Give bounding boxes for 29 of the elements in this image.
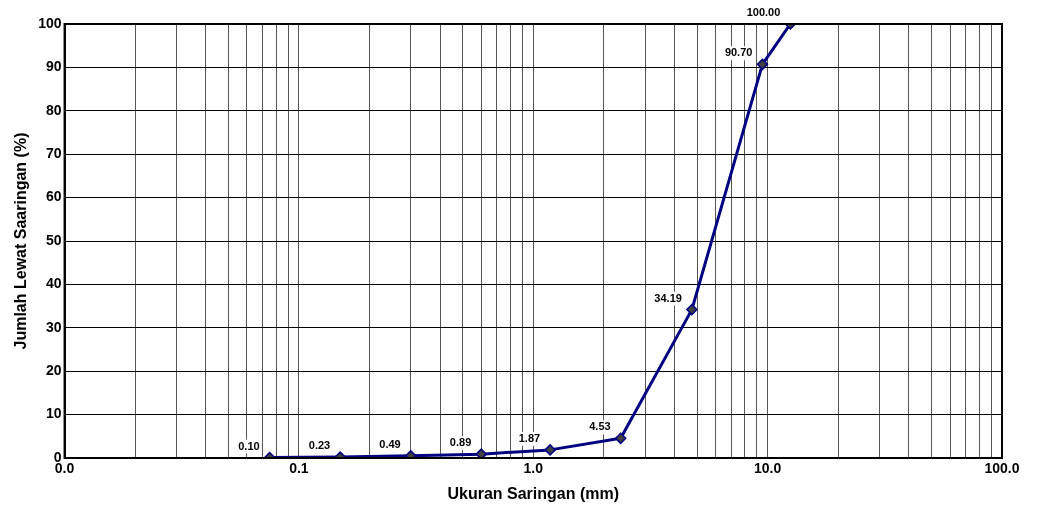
y-axis-title: Jumlah Lewat Saaringan (%) xyxy=(12,132,30,350)
data-label: 90.70 xyxy=(724,46,753,59)
point xyxy=(614,432,627,445)
point xyxy=(544,444,556,456)
y-tick-label: 50 xyxy=(45,231,62,248)
data-label: 0.23 xyxy=(308,439,331,452)
y-tick-label: 60 xyxy=(45,188,62,205)
x-axis-title: Ukuran Saringan (mm) xyxy=(447,484,620,502)
point xyxy=(475,448,488,458)
data-label: 0.49 xyxy=(379,437,401,450)
y-tick-label: 20 xyxy=(45,362,62,379)
y-tick-label: 30 xyxy=(45,318,62,335)
data-label: 34.19 xyxy=(654,291,682,304)
y-tick-label: 70 xyxy=(45,145,62,162)
y-tick-label: 90 xyxy=(45,58,62,75)
point xyxy=(686,303,698,316)
data-label: 4.53 xyxy=(589,420,611,433)
data-label: 100.00 xyxy=(746,6,781,19)
x-tick-label: 10.0 xyxy=(754,460,782,477)
data-label: 0.89 xyxy=(449,436,472,449)
y-tick-label: 40 xyxy=(45,275,62,292)
x-tick-label: 1.0 xyxy=(523,460,544,477)
y-tick-label: 10 xyxy=(45,405,62,422)
y-tick-label: 100 xyxy=(38,14,62,31)
x-tick-label: 100.0 xyxy=(984,460,1020,477)
x-tick-label: 0.1 xyxy=(289,460,309,477)
data-label: 0.10 xyxy=(238,439,260,452)
data-label: 1.87 xyxy=(518,431,541,444)
y-tick-label: 80 xyxy=(45,101,62,118)
